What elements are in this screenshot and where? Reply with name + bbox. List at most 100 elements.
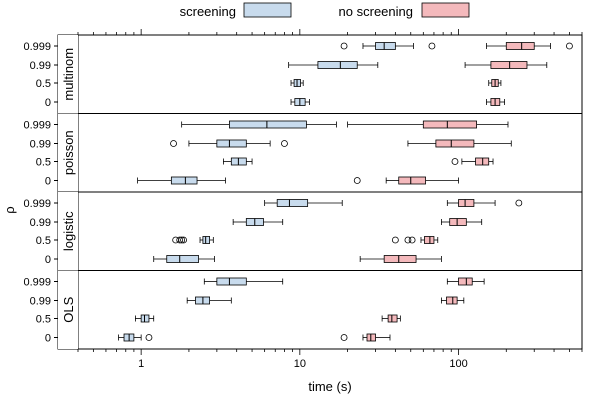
- box-iqr: [446, 296, 458, 305]
- y-axis-title: ρ: [2, 206, 17, 213]
- outlier-point: [340, 42, 348, 50]
- outlier-point: [176, 236, 184, 244]
- box-no-screening: [451, 157, 494, 166]
- x-tick-label: 10: [294, 358, 306, 370]
- box-iqr: [458, 199, 475, 207]
- rho-label: 0: [45, 97, 51, 109]
- rho-label: 0.999: [23, 277, 51, 289]
- legend-label-no-screening: no screening: [339, 4, 413, 19]
- box-screening: [181, 120, 337, 129]
- box-screening: [118, 333, 153, 342]
- panel-ols: OLS 0.999 0.99 0.5 0: [23, 270, 582, 349]
- panel-poisson: poisson 0.999 0.99 0.5 0: [23, 113, 582, 192]
- rho-label: 0.999: [23, 41, 51, 53]
- box-iqr: [216, 139, 247, 148]
- box-screening: [137, 176, 226, 185]
- box-screening: [340, 42, 436, 50]
- box-iqr: [202, 236, 210, 244]
- box-iqr: [383, 255, 417, 263]
- box-no-screening: [391, 236, 439, 244]
- box-iqr: [435, 139, 475, 148]
- strip-label-poisson: poisson: [61, 130, 76, 175]
- box-iqr: [375, 42, 396, 50]
- outlier-point: [515, 199, 523, 207]
- panel-multinom: multinom 0.999 0.99 0.5 0: [23, 35, 573, 114]
- outlier-point: [180, 236, 187, 244]
- outlier-point: [353, 177, 361, 184]
- outlier-point: [391, 236, 399, 244]
- box-iqr: [449, 218, 467, 226]
- rho-label: 0.5: [36, 314, 51, 326]
- x-axis: 1 10 100: [77, 29, 583, 370]
- rho-label: 0.99: [30, 139, 51, 151]
- x-tick-label: 1: [138, 358, 144, 370]
- outlier-point: [178, 236, 186, 244]
- outlier-point: [281, 140, 288, 147]
- box-no-screening: [381, 314, 401, 323]
- box-no-screening: [464, 61, 548, 69]
- box-screening: [172, 236, 214, 244]
- outlier-point: [170, 140, 177, 147]
- box-screening: [290, 79, 304, 87]
- box-screening: [290, 98, 310, 106]
- box-no-screening: [340, 333, 391, 342]
- box-iqr: [317, 61, 358, 69]
- outlier-point: [451, 158, 459, 165]
- box-no-screening: [353, 176, 459, 185]
- box-iqr: [475, 157, 490, 166]
- rho-label: 0.5: [36, 157, 51, 169]
- box-no-screening: [407, 139, 512, 148]
- box-no-screening: [440, 296, 465, 305]
- x-axis-title: time (s): [308, 379, 351, 394]
- box-iqr: [216, 277, 247, 286]
- box-no-screening: [359, 255, 442, 263]
- box-iqr: [140, 314, 150, 323]
- rho-label: 0: [45, 333, 51, 345]
- box-iqr: [505, 42, 535, 50]
- box-no-screening: [347, 120, 509, 129]
- panel-logistic: logistic 0.999 0.99 0.5 0: [23, 191, 582, 271]
- box-screening: [264, 199, 343, 207]
- outlier-point: [404, 236, 412, 244]
- rho-label: 0: [45, 176, 51, 188]
- outlier-point: [340, 334, 348, 341]
- strip-background: [58, 113, 78, 192]
- box-iqr: [170, 176, 198, 185]
- outlier-point: [145, 334, 153, 341]
- box-no-screening: [486, 98, 505, 106]
- box-screening: [153, 255, 215, 263]
- panels: multinom 0.999 0.99 0.5 0 poisson 0.999 0.99 0.5…: [23, 35, 582, 349]
- legend-swatch-no-screening: [421, 2, 470, 18]
- rho-label: 0.99: [30, 296, 51, 308]
- box-iqr: [490, 61, 528, 69]
- legend-label-screening: screening: [180, 4, 236, 19]
- box-no-screening: [440, 218, 483, 226]
- strip-label-logistic: logistic: [61, 211, 76, 251]
- x-tick-label: 100: [449, 358, 467, 370]
- box-screening: [223, 157, 253, 166]
- box-iqr: [229, 120, 307, 129]
- box-screening: [135, 314, 155, 323]
- rho-label: 0.5: [36, 235, 51, 247]
- box-iqr: [422, 120, 477, 129]
- box-iqr: [398, 176, 426, 185]
- rho-label: 0.999: [23, 120, 51, 132]
- strip-background: [58, 35, 78, 114]
- box-iqr: [424, 236, 435, 244]
- strip-background: [58, 192, 78, 271]
- outlier-point: [566, 42, 573, 50]
- box-no-screening: [488, 79, 502, 87]
- outlier-point: [408, 236, 416, 244]
- rho-label: 0.5: [36, 78, 51, 90]
- rho-label: 0.99: [30, 217, 51, 229]
- rho-label: 0.999: [23, 198, 51, 210]
- rho-label: 0: [45, 254, 51, 266]
- legend: screening no screening: [180, 2, 470, 19]
- box-iqr: [276, 199, 309, 207]
- box-iqr: [387, 314, 398, 323]
- legend-swatch-screening: [243, 2, 292, 18]
- box-no-screening: [486, 42, 573, 50]
- box-no-screening: [446, 199, 523, 207]
- box-screening: [186, 296, 232, 305]
